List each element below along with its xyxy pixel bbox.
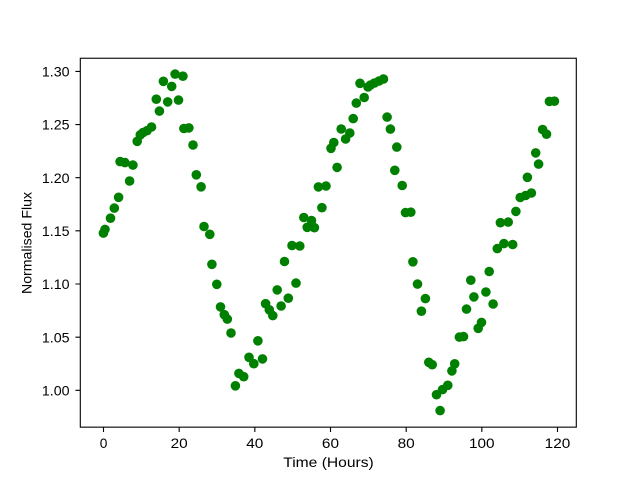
svg-text:100: 100	[469, 436, 495, 451]
svg-text:1.20: 1.20	[42, 171, 70, 186]
svg-text:1.30: 1.30	[42, 65, 70, 80]
svg-text:20: 20	[171, 436, 189, 451]
svg-text:Normalised Flux: Normalised Flux	[20, 192, 35, 294]
svg-text:Time (Hours): Time (Hours)	[283, 455, 374, 470]
svg-text:60: 60	[322, 436, 340, 451]
svg-text:1.25: 1.25	[42, 118, 70, 133]
svg-text:1.10: 1.10	[42, 277, 70, 292]
svg-text:80: 80	[398, 436, 416, 451]
svg-text:1.00: 1.00	[42, 383, 70, 398]
svg-text:1.15: 1.15	[42, 224, 70, 239]
svg-text:0: 0	[100, 436, 108, 451]
svg-text:40: 40	[246, 436, 264, 451]
svg-text:120: 120	[545, 436, 571, 451]
svg-text:1.05: 1.05	[42, 330, 70, 345]
